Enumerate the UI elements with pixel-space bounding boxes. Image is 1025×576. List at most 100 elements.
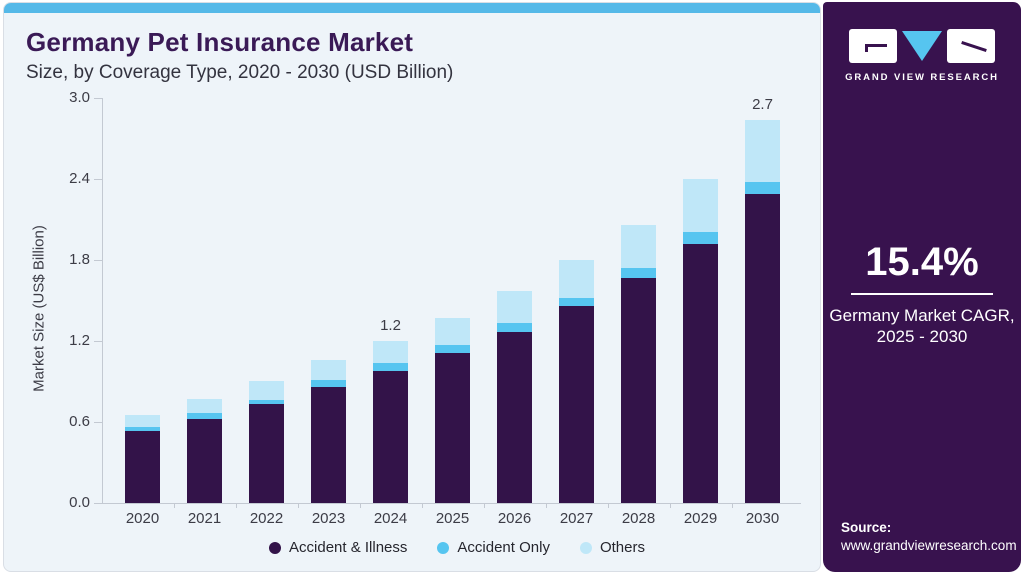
x-axis-line — [102, 503, 801, 504]
y-tick-label: 0.6 — [69, 413, 90, 430]
y-tick-mark — [94, 502, 102, 504]
legend-dot-icon — [269, 541, 282, 554]
x-tick-label: 2025 — [435, 510, 470, 527]
cagr-divider — [851, 293, 993, 295]
cagr-label-line2: 2025 - 2030 — [876, 327, 968, 347]
x-tick-mark — [483, 504, 485, 508]
bar-segment-2030 — [745, 181, 780, 194]
bar-segment-2023 — [311, 386, 346, 503]
y-tick-label: 1.8 — [69, 251, 90, 268]
brand-logo: GRAND VIEW RESEARCH — [823, 28, 1021, 83]
x-tick-label: 2021 — [187, 510, 222, 527]
bar-segment-2029 — [683, 179, 718, 232]
legend-dot-icon — [437, 541, 450, 554]
x-tick-mark — [607, 504, 609, 508]
x-tick-label: 2020 — [125, 510, 160, 527]
bar-segment-2025 — [435, 345, 470, 354]
cagr-block: 15.4% Germany Market CAGR, 2025 - 2030 — [823, 240, 1021, 348]
bar-segment-2025 — [435, 318, 470, 346]
logo-v-triangle — [902, 31, 942, 61]
bar-segment-2026 — [497, 291, 532, 324]
x-tick-mark — [669, 504, 671, 508]
y-tick-label: 3.0 — [69, 89, 90, 106]
chart-title: Germany Pet Insurance Market — [26, 27, 414, 57]
legend-item: Others — [579, 539, 645, 556]
bar-segment-2023 — [311, 359, 346, 381]
x-tick-label: 2022 — [249, 510, 284, 527]
brand-name: GRAND VIEW RESEARCH — [845, 72, 999, 83]
x-tick-label: 2030 — [745, 510, 780, 527]
cagr-value: 15.4% — [865, 240, 979, 284]
source-url: www.grandviewresearch.com — [841, 538, 1017, 553]
bar-segment-2026 — [497, 331, 532, 503]
bar-segment-2021 — [187, 413, 222, 420]
bar-segment-2020 — [125, 414, 160, 428]
bar-segment-2023 — [311, 380, 346, 387]
chart-panel: Germany Pet Insurance Market Size, by Co… — [3, 2, 821, 572]
y-axis-title: Market Size (US$ Billion) — [30, 225, 48, 392]
x-tick-label: 2026 — [497, 510, 532, 527]
cagr-label-line1: Germany Market CAGR, — [829, 306, 1015, 325]
bar-segment-2025 — [435, 353, 470, 503]
x-tick-mark — [297, 504, 299, 508]
bar-segment-2028 — [621, 268, 656, 278]
brand-sidebar: GRAND VIEW RESEARCH 15.4% Germany Market… — [823, 2, 1021, 572]
y-tick-mark — [94, 259, 102, 261]
x-tick-label: 2023 — [311, 510, 346, 527]
x-tick-mark — [235, 504, 237, 508]
title-block: Germany Pet Insurance Market Size, by Co… — [26, 27, 453, 84]
bar-segment-2030 — [745, 119, 780, 182]
bar-segment-2028 — [621, 224, 656, 269]
bar-segment-2024 — [373, 341, 408, 363]
bar-segment-2022 — [249, 380, 284, 400]
bar-segment-2021 — [187, 399, 222, 414]
x-tick-label: 2028 — [621, 510, 656, 527]
plot-area: 0.0 0.6 1.2 1.8 2.4 3.0 2020 2021 2022 2023 2024 1.… — [69, 89, 801, 527]
bar-value-label-2030: 2.7 — [752, 95, 773, 113]
x-tick-mark — [421, 504, 423, 508]
x-tick-mark — [731, 504, 733, 508]
y-tick-mark — [94, 340, 102, 342]
legend-label: Others — [599, 539, 645, 556]
bar-segment-2020 — [125, 431, 160, 503]
x-tick-label: 2029 — [683, 510, 718, 527]
bar-segment-2024 — [373, 370, 408, 503]
y-tick-mark — [94, 97, 102, 99]
legend-label: Accident Only — [457, 539, 550, 556]
source-block: Source: www.grandviewresearch.com — [841, 520, 1017, 553]
logo-g-block — [849, 29, 897, 63]
legend-item: Accident Only — [437, 539, 550, 556]
bar-segment-2027 — [559, 297, 594, 306]
bar-value-label-2024: 1.2 — [380, 317, 401, 334]
source-label: Source: — [841, 520, 892, 535]
panel-top-accent-bar — [4, 3, 820, 13]
legend-label: Accident & Illness — [289, 539, 408, 556]
x-tick-label: 2024 — [373, 510, 408, 527]
bar-segment-2030 — [745, 193, 780, 503]
logo-r-block — [947, 29, 995, 63]
bar-segment-2029 — [683, 243, 718, 503]
x-tick-label: 2027 — [559, 510, 594, 527]
bar-segment-2022 — [249, 399, 284, 405]
y-tick-mark — [94, 421, 102, 423]
chart-subtitle: Size, by Coverage Type, 2020 - 2030 (USD… — [26, 62, 454, 83]
bar-segment-2021 — [187, 419, 222, 503]
legend-dot-icon — [579, 541, 592, 554]
bar-segment-2024 — [373, 362, 408, 371]
x-tick-mark — [545, 504, 547, 508]
y-tick-mark — [94, 178, 102, 180]
chart-legend: Accident & Illness Accident Only Others — [94, 539, 820, 556]
y-tick-label: 2.4 — [69, 170, 90, 187]
bar-segment-2027 — [559, 305, 594, 503]
y-tick-label: 1.2 — [69, 332, 90, 349]
bar-segment-2028 — [621, 277, 656, 503]
x-tick-mark — [359, 504, 361, 508]
y-axis-line — [102, 98, 103, 504]
bar-segment-2022 — [249, 404, 284, 503]
x-tick-mark — [173, 504, 175, 508]
bar-segment-2027 — [559, 260, 594, 298]
bar-segment-2029 — [683, 231, 718, 244]
bar-segment-2026 — [497, 323, 532, 332]
y-tick-label: 0.0 — [69, 494, 90, 511]
gvr-logo-icon — [823, 28, 1021, 64]
